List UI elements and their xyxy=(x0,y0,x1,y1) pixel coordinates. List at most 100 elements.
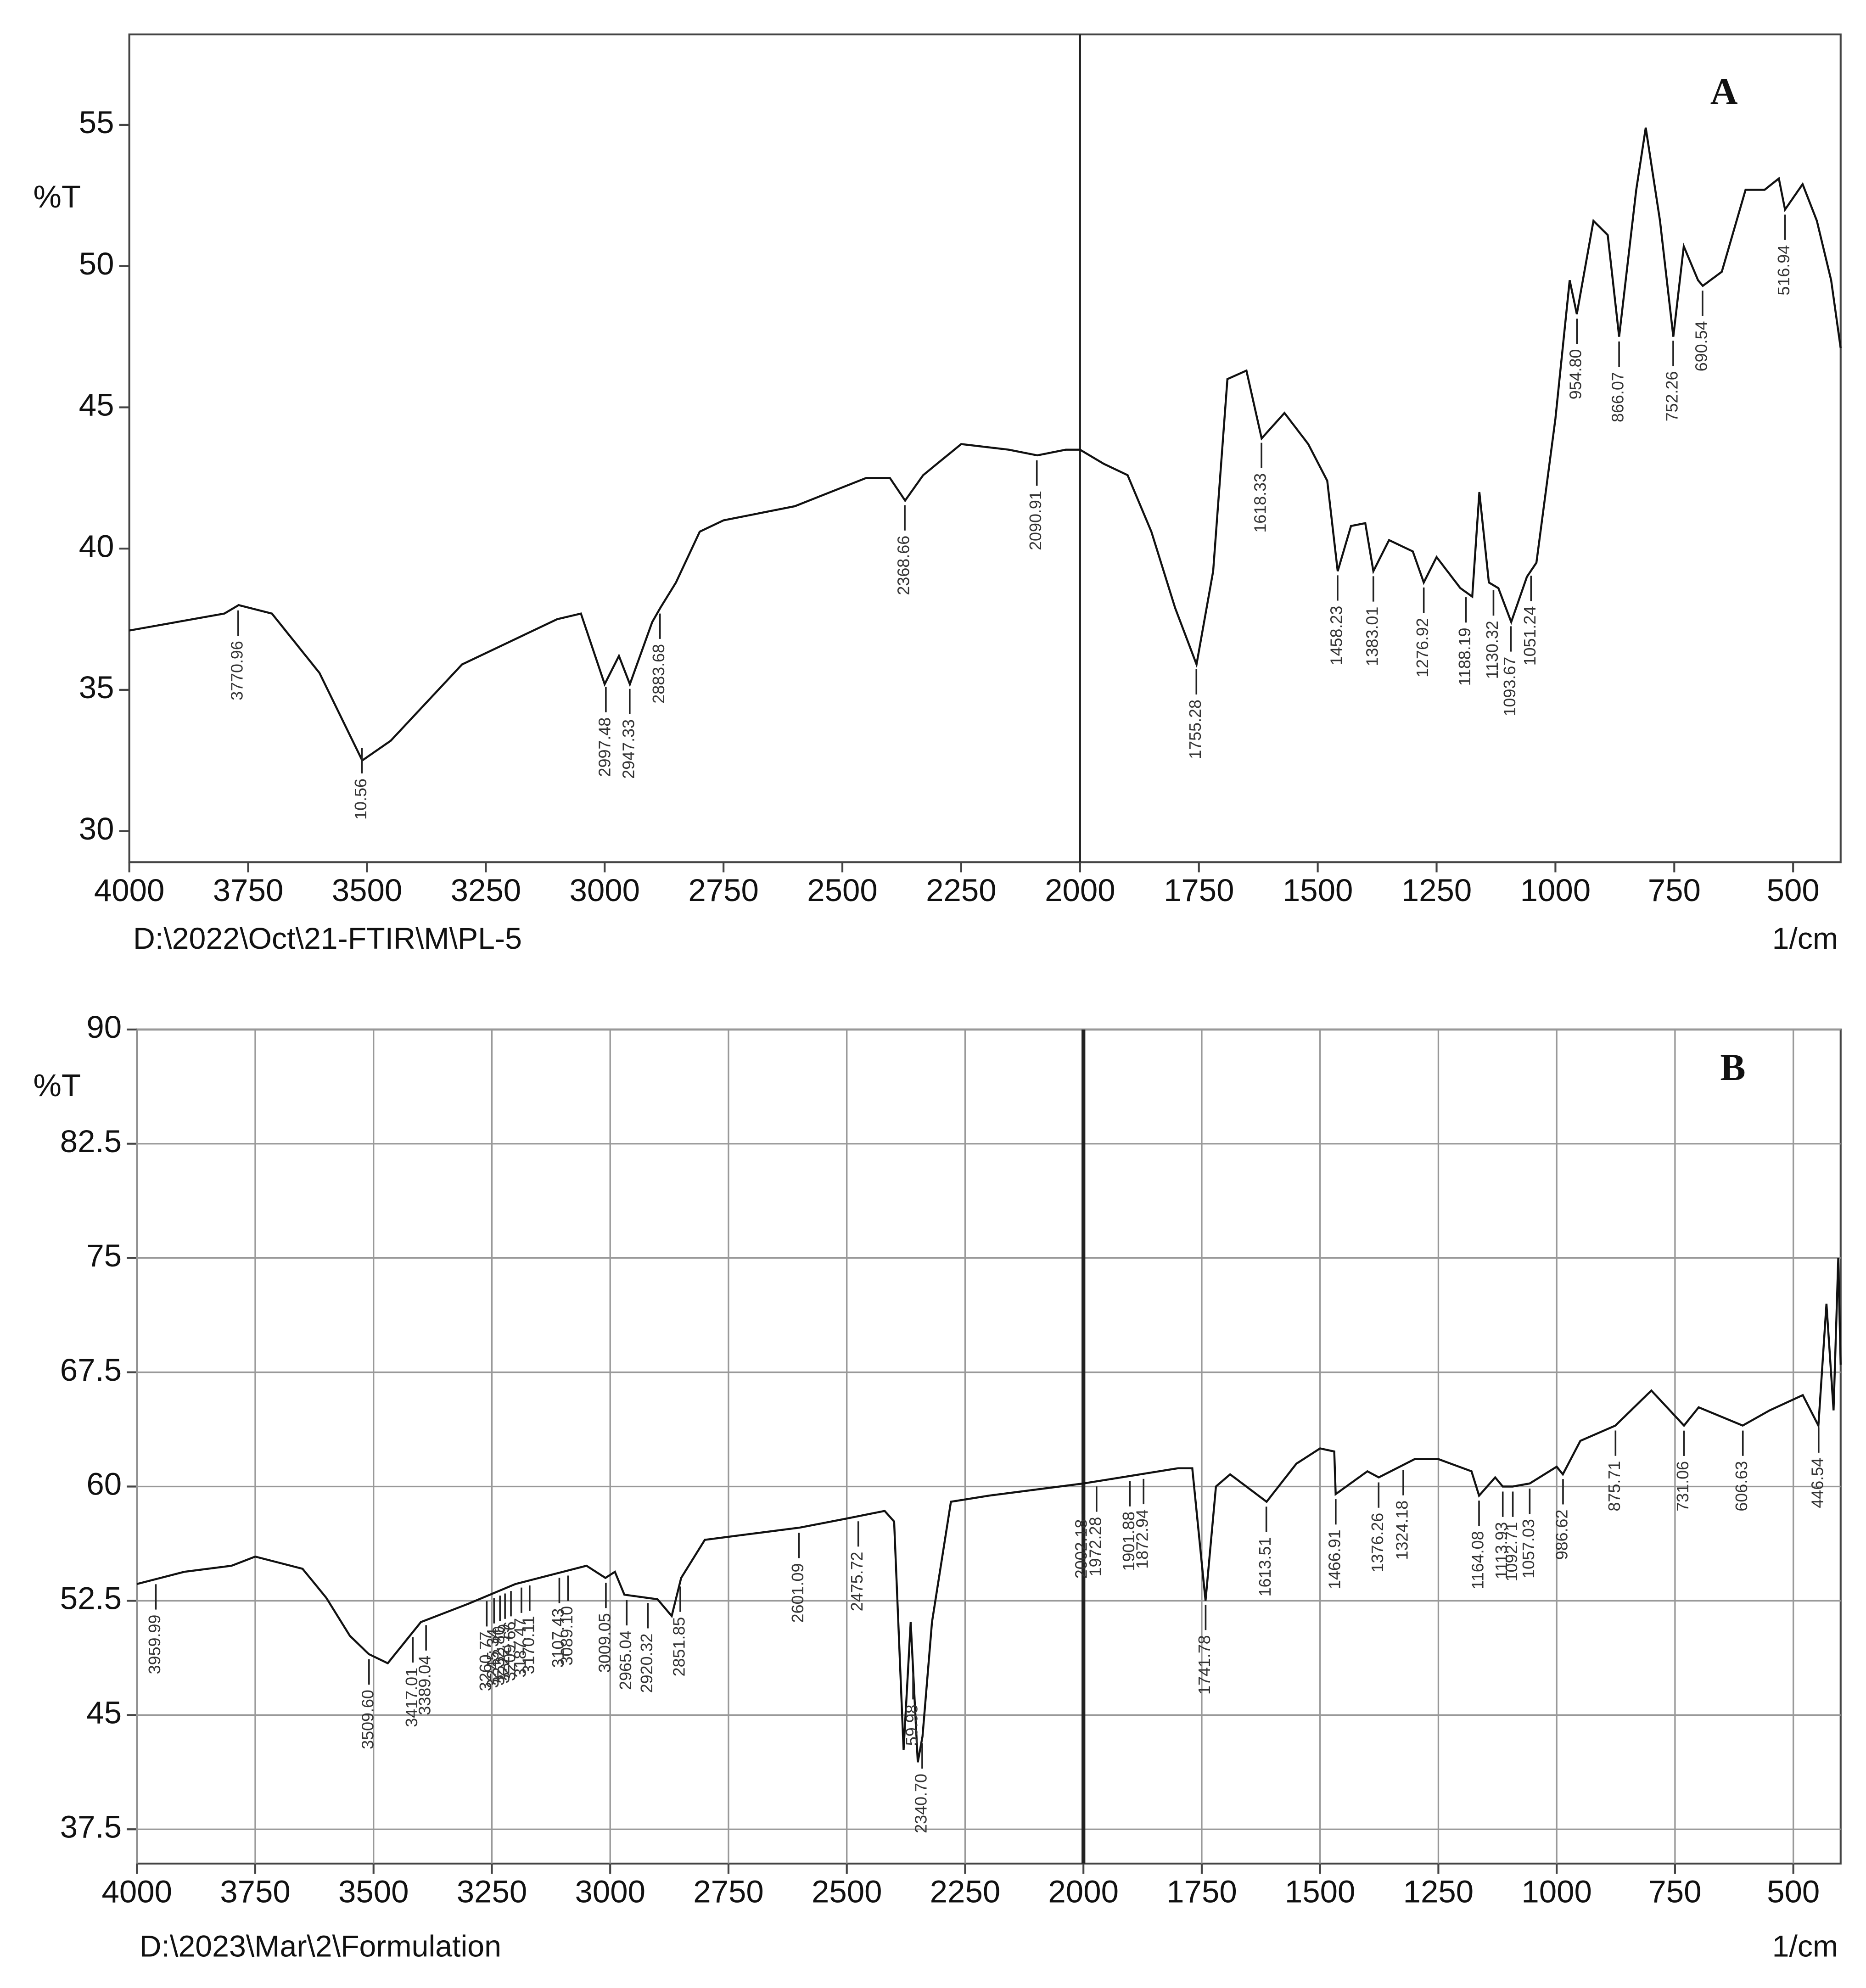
peak-label: 1383.01 xyxy=(1363,607,1381,666)
y-tick-label: 50 xyxy=(79,246,114,281)
peak-label: 446.54 xyxy=(1808,1458,1827,1508)
x-tick-label: 4000 xyxy=(101,1874,172,1909)
spectrum-line xyxy=(129,127,1842,762)
plot-area xyxy=(136,1028,1842,1865)
peak-label: 1755.28 xyxy=(1186,700,1205,759)
peak-label: 866.07 xyxy=(1609,372,1627,422)
x-tick-label: 750 xyxy=(1648,1874,1701,1909)
peak-label: 3187.47 xyxy=(511,1618,529,1678)
peak-label: 3389.04 xyxy=(416,1656,434,1715)
y-tick-label: 67.5 xyxy=(60,1352,122,1388)
peak-label: 1458.23 xyxy=(1327,606,1345,666)
peak-label: 3107.43 xyxy=(549,1608,567,1668)
x-tick-label: 1750 xyxy=(1166,1874,1237,1909)
x-tick-label: 2000 xyxy=(1045,873,1115,908)
peak-label: 606.63 xyxy=(1732,1461,1751,1512)
y-tick-label: 35 xyxy=(79,670,114,705)
y-axis-label: %T xyxy=(34,179,81,214)
peak-label: 1051.24 xyxy=(1521,606,1539,666)
x-tick-label: 500 xyxy=(1767,1874,1820,1909)
x-tick-label: 2750 xyxy=(693,1874,764,1909)
x-axis-unit: 1/cm xyxy=(1772,922,1838,956)
x-tick-label: 2500 xyxy=(807,873,878,908)
x-tick-label: 1500 xyxy=(1283,873,1353,908)
y-tick-label: 37.5 xyxy=(60,1809,122,1844)
peak-label: 3509.60 xyxy=(359,1690,377,1749)
x-tick-label: 2500 xyxy=(812,1874,882,1909)
x-tick-label: 1250 xyxy=(1401,873,1472,908)
peak-label: 1276.92 xyxy=(1413,618,1432,678)
peak-label: 3222.19 xyxy=(495,1624,513,1684)
peak-label: 3245.34 xyxy=(484,1629,502,1688)
panel-label: B xyxy=(1720,1046,1745,1088)
x-tick-label: 2250 xyxy=(926,873,997,908)
peak-label: 1618.33 xyxy=(1251,473,1270,533)
x-tick-label: 4000 xyxy=(94,873,165,908)
x-axis-unit: 1/cm xyxy=(1772,1929,1838,1963)
x-tick-label: 1750 xyxy=(1164,873,1234,908)
y-tick-label: 52.5 xyxy=(60,1581,122,1616)
peak-label: 1872.94 xyxy=(1133,1509,1152,1569)
y-tick-label: 55 xyxy=(79,105,114,140)
peak-label: 1324.18 xyxy=(1393,1501,1411,1560)
peak-label: 2997.48 xyxy=(595,717,614,777)
peak-label: 3959.99 xyxy=(146,1615,164,1674)
source-path: D:\2023\Mar\2\Formulation xyxy=(140,1929,501,1963)
peak-label: 2368.66 xyxy=(895,536,913,595)
x-tick-label: 3000 xyxy=(569,873,640,908)
y-tick-label: 75 xyxy=(86,1238,122,1273)
peak-label: 516.94 xyxy=(1775,245,1793,296)
peak-label: 1093.67 xyxy=(1501,657,1519,717)
x-tick-label: 3750 xyxy=(213,873,284,908)
y-tick-label: 40 xyxy=(79,528,114,564)
peak-label: 875.71 xyxy=(1605,1461,1624,1512)
peak-label: 2002.18 xyxy=(1072,1519,1090,1579)
peak-label: 2090.91 xyxy=(1026,491,1045,550)
peak-label: 1092.71 xyxy=(1502,1522,1521,1582)
peak-label: 690.54 xyxy=(1692,321,1710,371)
peak-label: 10.56 xyxy=(352,778,370,820)
peak-label: 2947.33 xyxy=(619,719,638,779)
x-tick-label: 1000 xyxy=(1521,1874,1592,1909)
peak-label: 1972.28 xyxy=(1086,1517,1104,1577)
y-tick-label: 45 xyxy=(86,1695,122,1730)
peak-label: 2340.70 xyxy=(912,1774,930,1833)
peak-label: 731.06 xyxy=(1674,1461,1692,1512)
x-tick-label: 2000 xyxy=(1048,1874,1119,1909)
peak-label: 3770.96 xyxy=(228,641,246,700)
peak-label: 59.98 xyxy=(903,1704,921,1746)
peak-label: 986.62 xyxy=(1552,1510,1571,1560)
peak-label: 1741.78 xyxy=(1195,1635,1214,1695)
plot-area xyxy=(128,33,1842,863)
peak-label: 2883.68 xyxy=(650,644,668,704)
x-tick-label: 3250 xyxy=(457,1874,527,1909)
peak-label: 1376.26 xyxy=(1368,1513,1387,1573)
peak-label: 3260.77 xyxy=(476,1631,495,1691)
peak-label: 3009.05 xyxy=(595,1613,614,1673)
peak-label: 1901.88 xyxy=(1120,1512,1138,1571)
peak-label: 2920.32 xyxy=(638,1634,656,1693)
x-tick-label: 750 xyxy=(1648,873,1701,908)
x-tick-label: 1000 xyxy=(1520,873,1591,908)
peak-label: 3232.80 xyxy=(490,1626,508,1686)
x-tick-label: 3250 xyxy=(451,873,521,908)
peak-label: 2965.04 xyxy=(616,1630,635,1690)
x-tick-label: 2250 xyxy=(930,1874,1001,1909)
x-tick-label: 1250 xyxy=(1403,1874,1474,1909)
peak-label: 2851.85 xyxy=(670,1617,688,1677)
peak-label: 1164.08 xyxy=(1469,1531,1487,1589)
peak-label: 3089.10 xyxy=(558,1606,576,1666)
peak-label: 2601.09 xyxy=(789,1563,807,1623)
peak-label: 752.26 xyxy=(1663,371,1681,422)
x-tick-label: 500 xyxy=(1767,873,1820,908)
x-tick-label: 2750 xyxy=(688,873,759,908)
peak-label: 3209.66 xyxy=(501,1621,519,1681)
peak-label: 1113.93 xyxy=(1492,1522,1511,1579)
y-tick-label: 30 xyxy=(79,811,114,846)
y-tick-label: 45 xyxy=(79,387,114,423)
source-path: D:\2022\Oct\21-FTIR\M\PL-5 xyxy=(133,922,522,956)
y-tick-label: 60 xyxy=(86,1467,122,1502)
x-tick-label: 3000 xyxy=(575,1874,645,1909)
peak-label: 1613.51 xyxy=(1256,1537,1274,1597)
